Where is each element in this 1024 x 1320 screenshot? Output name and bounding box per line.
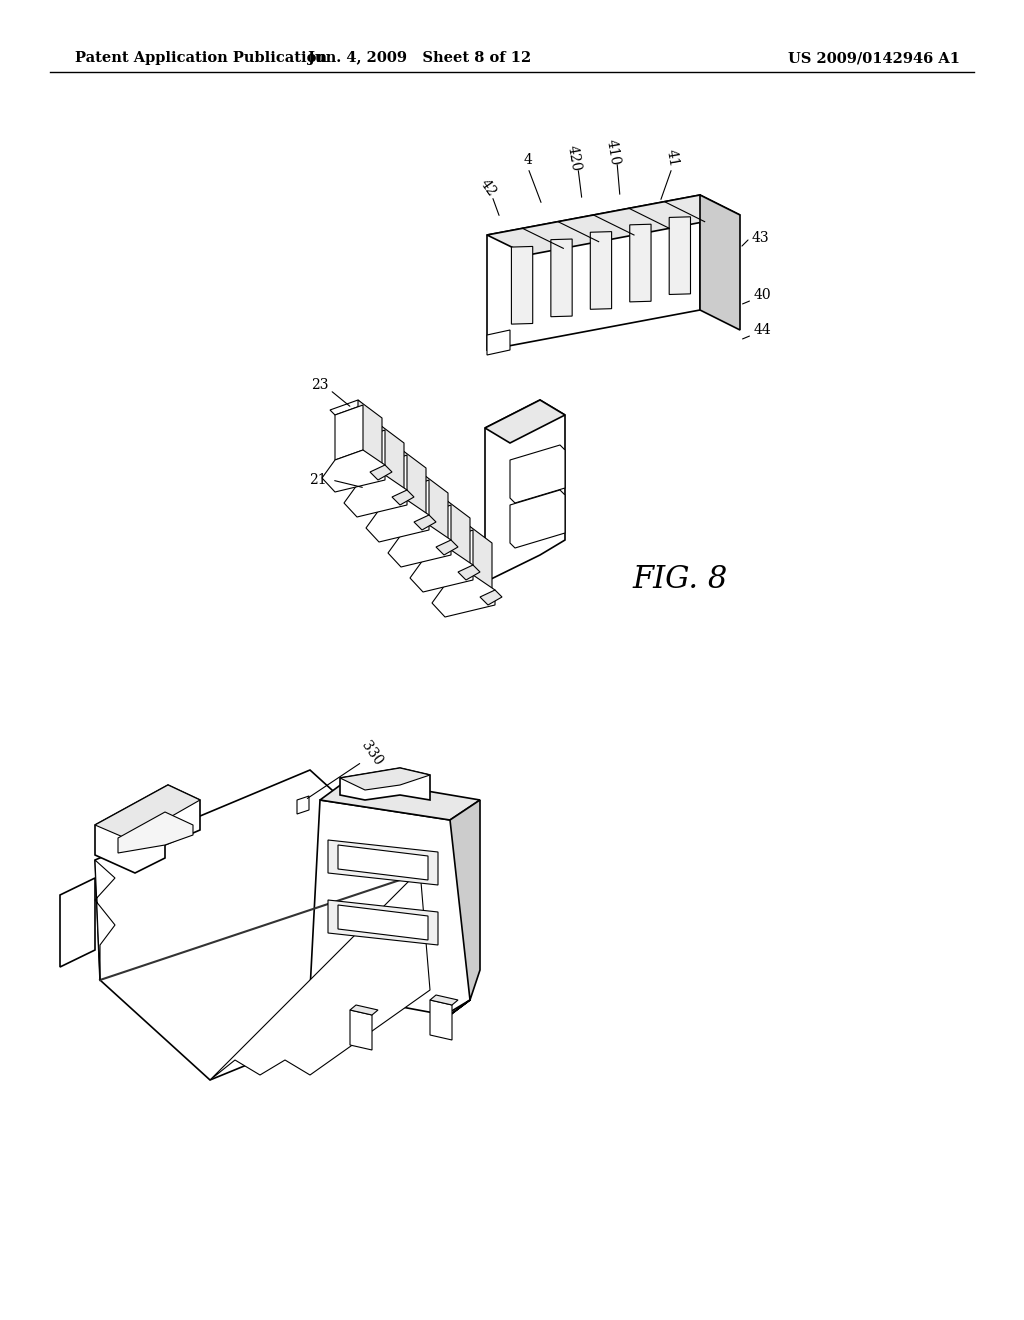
Polygon shape: [95, 785, 200, 873]
Polygon shape: [340, 768, 430, 800]
Polygon shape: [322, 450, 385, 492]
Polygon shape: [670, 216, 690, 294]
Text: 410: 410: [604, 137, 623, 166]
Polygon shape: [328, 840, 438, 884]
Text: 43: 43: [752, 231, 769, 246]
Polygon shape: [357, 430, 385, 484]
Polygon shape: [95, 861, 115, 979]
Polygon shape: [338, 845, 428, 880]
Polygon shape: [350, 1010, 372, 1049]
Polygon shape: [450, 800, 480, 1015]
Polygon shape: [366, 500, 429, 543]
Polygon shape: [95, 785, 200, 840]
Polygon shape: [401, 480, 429, 535]
Polygon shape: [700, 195, 740, 330]
Polygon shape: [310, 800, 470, 1015]
Polygon shape: [590, 231, 611, 309]
Text: FIG. 8: FIG. 8: [633, 565, 728, 595]
Polygon shape: [344, 475, 407, 517]
Polygon shape: [388, 525, 451, 568]
Polygon shape: [335, 405, 362, 459]
Polygon shape: [430, 995, 458, 1005]
Polygon shape: [485, 400, 565, 582]
Polygon shape: [370, 465, 392, 480]
Polygon shape: [440, 525, 473, 540]
Polygon shape: [510, 445, 565, 503]
Polygon shape: [445, 531, 473, 585]
Polygon shape: [319, 777, 480, 820]
Polygon shape: [210, 870, 430, 1080]
Polygon shape: [423, 506, 451, 560]
Polygon shape: [480, 590, 502, 605]
Text: 40: 40: [754, 288, 771, 302]
Polygon shape: [358, 400, 382, 465]
Polygon shape: [436, 540, 458, 554]
Text: 23: 23: [311, 378, 329, 392]
Polygon shape: [432, 576, 495, 616]
Polygon shape: [392, 490, 414, 506]
Polygon shape: [410, 550, 473, 591]
Text: Patent Application Publication: Patent Application Publication: [75, 51, 327, 65]
Polygon shape: [630, 224, 651, 302]
Text: 41: 41: [664, 148, 680, 168]
Polygon shape: [352, 425, 385, 440]
Text: 42: 42: [477, 177, 499, 199]
Polygon shape: [414, 515, 436, 531]
Polygon shape: [328, 900, 438, 945]
Polygon shape: [60, 878, 95, 968]
Polygon shape: [350, 1005, 378, 1015]
Polygon shape: [510, 490, 565, 548]
Polygon shape: [118, 812, 193, 853]
Text: Jun. 4, 2009   Sheet 8 of 12: Jun. 4, 2009 Sheet 8 of 12: [308, 51, 531, 65]
Polygon shape: [511, 247, 532, 325]
Polygon shape: [297, 796, 309, 814]
Polygon shape: [95, 770, 430, 1080]
Text: 330: 330: [358, 738, 385, 768]
Polygon shape: [468, 525, 492, 590]
Polygon shape: [446, 500, 470, 565]
Polygon shape: [338, 906, 428, 940]
Polygon shape: [485, 400, 565, 444]
Polygon shape: [380, 425, 404, 490]
Polygon shape: [551, 239, 572, 317]
Polygon shape: [487, 330, 510, 355]
Polygon shape: [418, 500, 451, 515]
Polygon shape: [379, 455, 407, 510]
Text: US 2009/0142946 A1: US 2009/0142946 A1: [788, 51, 961, 65]
Text: 4: 4: [523, 153, 532, 168]
Text: 420: 420: [565, 144, 584, 172]
Polygon shape: [430, 1001, 452, 1040]
Text: 44: 44: [753, 323, 771, 337]
Polygon shape: [374, 450, 407, 465]
Polygon shape: [330, 400, 362, 414]
Polygon shape: [402, 450, 426, 515]
Polygon shape: [487, 195, 700, 350]
Polygon shape: [424, 475, 449, 540]
Polygon shape: [458, 565, 480, 579]
Polygon shape: [340, 768, 430, 789]
Polygon shape: [487, 195, 740, 255]
Text: 21: 21: [309, 473, 327, 487]
Polygon shape: [396, 475, 429, 490]
